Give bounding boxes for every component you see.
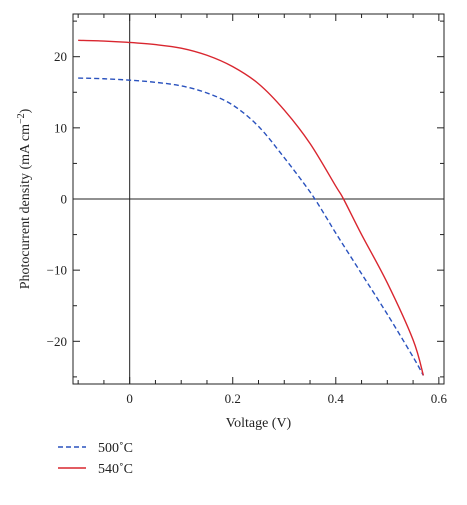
- y-tick-label: 10: [54, 120, 67, 135]
- y-tick-label: 0: [61, 192, 68, 207]
- y-axis-label: Photocurrent density (mA cm−2): [16, 108, 33, 289]
- series-line-0: [78, 77, 425, 376]
- y-tick-label: −20: [47, 334, 67, 349]
- x-axis-label: Voltage (V): [226, 416, 292, 431]
- legend: 500˚C 540˚C: [58, 441, 133, 477]
- series-line-1: [78, 39, 425, 376]
- y-tick-label: 20: [54, 49, 67, 64]
- plot-area: 0 0.2 0.4 0.6 20 10 0 −10 −20 Voltage (V) Photocur…: [16, 13, 448, 431]
- x-tick-label: 0.6: [431, 391, 448, 406]
- x-tick-label: 0.4: [328, 391, 345, 406]
- x-tick-label: 0: [126, 391, 133, 406]
- x-tick-label: 0.2: [225, 391, 241, 406]
- legend-label-1: 540˚C: [98, 462, 133, 477]
- legend-label-0: 500˚C: [98, 441, 133, 456]
- y-tick-label: −10: [47, 263, 67, 278]
